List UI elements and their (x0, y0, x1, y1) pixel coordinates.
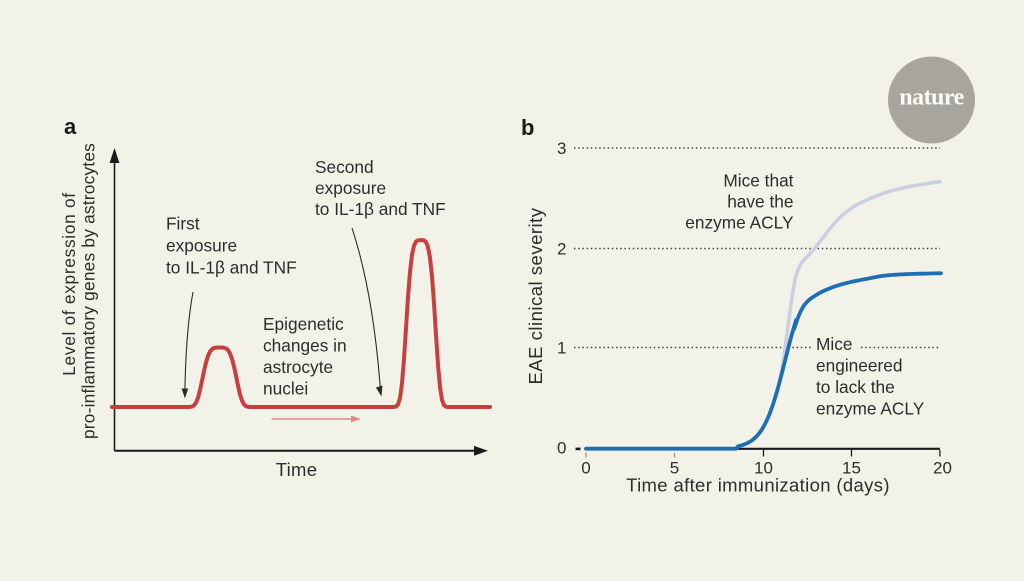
svg-text:0: 0 (581, 458, 590, 477)
svg-text:pro-inflammatory genes by astr: pro-inflammatory genes by astrocytes (79, 143, 99, 439)
svg-text:have the: have the (727, 192, 793, 212)
svg-text:5: 5 (670, 458, 679, 477)
svg-text:enzyme ACLY: enzyme ACLY (685, 213, 794, 233)
svg-text:to IL-1β and TNF: to IL-1β and TNF (166, 258, 297, 278)
svg-text:nuclei: nuclei (263, 379, 308, 399)
svg-text:10: 10 (754, 458, 773, 477)
svg-text:to lack the: to lack the (816, 377, 895, 397)
svg-text:nature: nature (899, 85, 964, 111)
svg-text:2: 2 (557, 240, 566, 259)
svg-text:Time after immunization (days): Time after immunization (days) (626, 475, 890, 496)
svg-text:20: 20 (933, 458, 952, 477)
svg-text:a: a (64, 114, 77, 139)
svg-text:Mice that: Mice that (723, 171, 793, 191)
svg-text:First: First (166, 214, 200, 234)
svg-text:1: 1 (557, 339, 566, 358)
svg-text:engineered: engineered (816, 356, 902, 376)
svg-text:3: 3 (557, 139, 566, 158)
svg-text:15: 15 (842, 458, 861, 477)
svg-text:changes in: changes in (263, 336, 347, 356)
svg-text:astrocyte: astrocyte (263, 357, 333, 377)
svg-text:to IL-1β and TNF: to IL-1β and TNF (315, 199, 446, 219)
svg-text:EAE clinical severity: EAE clinical severity (525, 207, 546, 384)
svg-text:Level of expression of: Level of expression of (59, 192, 79, 376)
svg-text:enzyme ACLY: enzyme ACLY (816, 399, 925, 419)
svg-text:b: b (521, 115, 534, 140)
svg-text:Epigenetic: Epigenetic (263, 314, 344, 334)
svg-text:exposure: exposure (315, 178, 386, 198)
svg-text:Mice: Mice (816, 334, 853, 354)
svg-text:0: 0 (557, 439, 566, 458)
svg-text:exposure: exposure (166, 236, 237, 256)
svg-text:Second: Second (315, 157, 374, 177)
svg-text:Time: Time (276, 459, 318, 480)
